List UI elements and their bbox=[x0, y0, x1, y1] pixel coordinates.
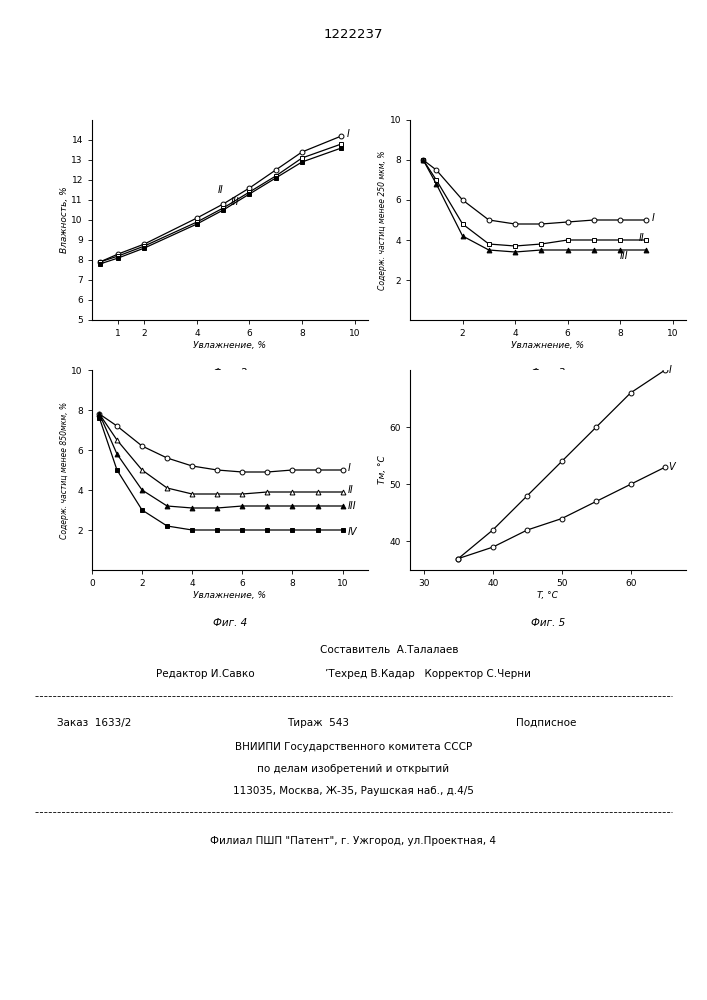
Text: III: III bbox=[620, 251, 629, 261]
Text: II: II bbox=[638, 233, 644, 243]
Text: I: I bbox=[669, 365, 672, 375]
Text: Фиг. 5: Фиг. 5 bbox=[531, 618, 565, 628]
Text: I: I bbox=[348, 463, 351, 473]
Y-axis label: Tм, °C: Tм, °C bbox=[378, 456, 387, 484]
Text: Филиал ПШП "Патент", г. Ужгород, ул.Проектная, 4: Филиал ПШП "Патент", г. Ужгород, ул.Прое… bbox=[211, 836, 496, 846]
Text: Фиг. 2: Фиг. 2 bbox=[213, 368, 247, 378]
Text: Редактор И.Савко: Редактор И.Савко bbox=[156, 669, 254, 679]
Y-axis label: Содерж. частиц менее 250 мкм, %: Содерж. частиц менее 250 мкм, % bbox=[378, 150, 387, 290]
Text: Тираж  543: Тираж 543 bbox=[287, 718, 349, 728]
Text: ’Техред В.Кадар   Корректор С.Черни: ’Техред В.Кадар Корректор С.Черни bbox=[325, 669, 531, 679]
Text: Подписное: Подписное bbox=[516, 718, 576, 728]
Text: ВНИИПИ Государственного комитета СССР: ВНИИПИ Государственного комитета СССР bbox=[235, 742, 472, 752]
Text: III: III bbox=[348, 501, 356, 511]
X-axis label: T, °C: T, °C bbox=[537, 591, 559, 600]
Text: III: III bbox=[231, 197, 240, 207]
Text: Фиг. 4: Фиг. 4 bbox=[213, 618, 247, 628]
Y-axis label: Содерж. частиц менее 850мкм, %: Содерж. частиц менее 850мкм, % bbox=[59, 401, 69, 539]
Text: по делам изобретений и открытий: по делам изобретений и открытий bbox=[257, 764, 450, 774]
Text: II: II bbox=[348, 485, 354, 495]
Y-axis label: Влажность, %: Влажность, % bbox=[59, 187, 69, 253]
Text: V: V bbox=[669, 462, 675, 472]
Text: 1222237: 1222237 bbox=[324, 28, 383, 41]
Text: II: II bbox=[218, 185, 223, 195]
Text: I: I bbox=[346, 129, 349, 139]
Text: Фиг. 3: Фиг. 3 bbox=[531, 368, 565, 378]
Text: Составитель  А.Талалаев: Составитель А.Талалаев bbox=[320, 645, 458, 655]
Text: I: I bbox=[652, 213, 655, 223]
X-axis label: Увлажнение, %: Увлажнение, % bbox=[193, 341, 267, 350]
Text: 113035, Москва, Ж-35, Раушская наб., д.4/5: 113035, Москва, Ж-35, Раушская наб., д.4… bbox=[233, 786, 474, 796]
Text: IV: IV bbox=[348, 527, 357, 537]
X-axis label: Увлажнение, %: Увлажнение, % bbox=[193, 591, 267, 600]
X-axis label: Увлажнение, %: Увлажнение, % bbox=[511, 341, 585, 350]
Text: Заказ  1633/2: Заказ 1633/2 bbox=[57, 718, 131, 728]
